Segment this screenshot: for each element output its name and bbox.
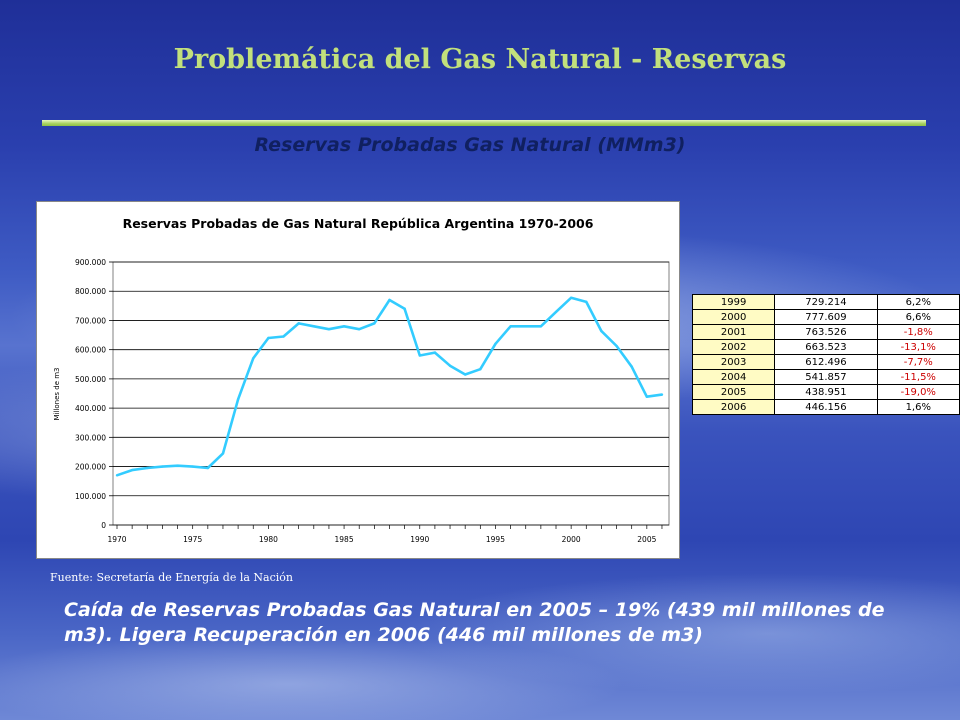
data-point xyxy=(327,328,331,331)
table-cell-change: 1,6% xyxy=(876,399,960,415)
data-point xyxy=(448,364,452,367)
table-cell-change: -13,1% xyxy=(876,339,960,355)
data-point xyxy=(615,344,618,348)
table-cell-change: -7,7% xyxy=(876,354,960,370)
table-cell-change: -11,5% xyxy=(876,369,960,385)
table-cell-change: 6,6% xyxy=(876,309,960,325)
data-point xyxy=(494,342,497,346)
table-cell-year: 2004 xyxy=(691,369,776,385)
y-tick-label: 700.000 xyxy=(75,316,106,325)
data-point xyxy=(569,296,573,299)
table-row: 2002 663.523 -13,1% xyxy=(691,339,960,355)
y-tick-label: 600.000 xyxy=(75,346,106,355)
data-point xyxy=(252,357,255,360)
table-cell-change: 6,2% xyxy=(876,294,960,310)
table-row: 2000 777.609 6,6% xyxy=(691,309,960,325)
data-point xyxy=(236,398,240,401)
chart-canvas: Reservas Probadas de Gas Natural Repúbli… xyxy=(53,216,670,544)
title-divider xyxy=(42,120,926,126)
data-point xyxy=(630,365,633,368)
data-point xyxy=(191,465,194,468)
table-row: 2003 612.496 -7,7% xyxy=(691,354,960,370)
line-chart: Reservas Probadas de Gas Natural Repúbli… xyxy=(36,201,680,559)
data-point xyxy=(585,300,588,304)
data-point xyxy=(267,336,270,340)
data-point xyxy=(297,322,300,325)
table-cell-year: 2000 xyxy=(691,309,776,325)
table-cell-year: 2006 xyxy=(691,399,776,415)
table-cell-year: 2001 xyxy=(691,324,776,340)
x-tick-label: 2000 xyxy=(562,535,581,544)
table-cell-value: 612.496 xyxy=(774,354,878,370)
x-tick-label: 2005 xyxy=(637,535,656,544)
y-tick-label: 100.000 xyxy=(75,492,106,501)
table-row: 2004 541.857 -11,5% xyxy=(691,369,960,385)
table-cell-value: 763.526 xyxy=(774,324,878,340)
data-point xyxy=(342,325,346,328)
x-tick-label: 1980 xyxy=(259,535,278,544)
data-point xyxy=(539,325,543,328)
table-cell-year: 2002 xyxy=(691,339,776,355)
table-cell-value: 541.857 xyxy=(774,369,878,385)
y-tick-label: 200.000 xyxy=(75,463,106,472)
reserves-table: 1999 729.214 6,2% 2000 777.609 6,6% 2001 763.52… xyxy=(691,294,960,415)
table-cell-year: 1999 xyxy=(691,294,776,310)
data-point xyxy=(479,368,482,371)
y-tick-label: 400.000 xyxy=(75,404,106,413)
table-cell-value: 663.523 xyxy=(774,339,878,355)
y-tick-label: 300.000 xyxy=(75,433,106,442)
data-point xyxy=(463,373,467,376)
data-point xyxy=(176,464,179,467)
y-axis-label: Millones de m3 xyxy=(53,367,61,420)
data-point xyxy=(600,329,603,333)
table-cell-value: 729.214 xyxy=(774,294,878,310)
table-cell-change: -19,0% xyxy=(876,384,960,400)
y-tick-label: 500.000 xyxy=(75,375,106,384)
data-point xyxy=(206,466,210,470)
data-point xyxy=(282,335,285,338)
data-point xyxy=(388,298,391,302)
data-point xyxy=(418,354,421,357)
table-row: 2005 438.951 -19,0% xyxy=(691,384,960,400)
data-point xyxy=(403,307,406,310)
y-tick-label: 0 xyxy=(101,521,106,530)
table-row: 1999 729.214 6,2% xyxy=(691,294,960,310)
x-tick-label: 1990 xyxy=(410,535,429,544)
x-tick-label: 1995 xyxy=(486,535,505,544)
chart-title: Reservas Probadas de Gas Natural Repúbli… xyxy=(123,216,594,231)
table-cell-year: 2005 xyxy=(691,384,776,400)
caption-text: Caída de Reservas Probadas Gas Natural e… xyxy=(64,599,885,646)
data-point xyxy=(115,474,119,477)
table-cell-year: 2003 xyxy=(691,354,776,370)
table-cell-value: 438.951 xyxy=(774,384,878,400)
data-point xyxy=(373,322,376,325)
data-point xyxy=(524,325,527,328)
slide-title: Problemática del Gas Natural - Reservas xyxy=(173,44,787,75)
table-cell-value: 446.156 xyxy=(774,399,878,415)
data-point xyxy=(660,393,664,396)
x-tick-label: 1975 xyxy=(183,535,202,544)
data-point xyxy=(312,325,315,328)
table-row: 2001 763.526 -1,8% xyxy=(691,324,960,340)
x-tick-label: 1970 xyxy=(107,535,126,544)
plot-area xyxy=(112,261,670,526)
data-point xyxy=(221,452,225,455)
data-point xyxy=(554,310,558,314)
data-point xyxy=(161,465,164,468)
table-row: 2006 446.156 1,6% xyxy=(691,399,960,415)
table-cell-change: -1,8% xyxy=(876,324,960,340)
y-tick-label: 900.000 xyxy=(75,258,106,267)
slide-subtitle: Reservas Probadas Gas Natural (MMm3) xyxy=(254,134,686,156)
data-point xyxy=(146,466,149,470)
data-point xyxy=(645,395,649,398)
y-tick-label: 800.000 xyxy=(75,287,106,296)
data-point xyxy=(130,468,134,472)
data-point xyxy=(509,325,512,328)
data-point xyxy=(358,328,361,331)
data-point xyxy=(433,351,437,354)
source-note: Fuente: Secretaría de Energía de la Naci… xyxy=(50,571,293,584)
table-cell-value: 777.609 xyxy=(774,309,878,325)
x-tick-label: 1985 xyxy=(335,535,354,544)
